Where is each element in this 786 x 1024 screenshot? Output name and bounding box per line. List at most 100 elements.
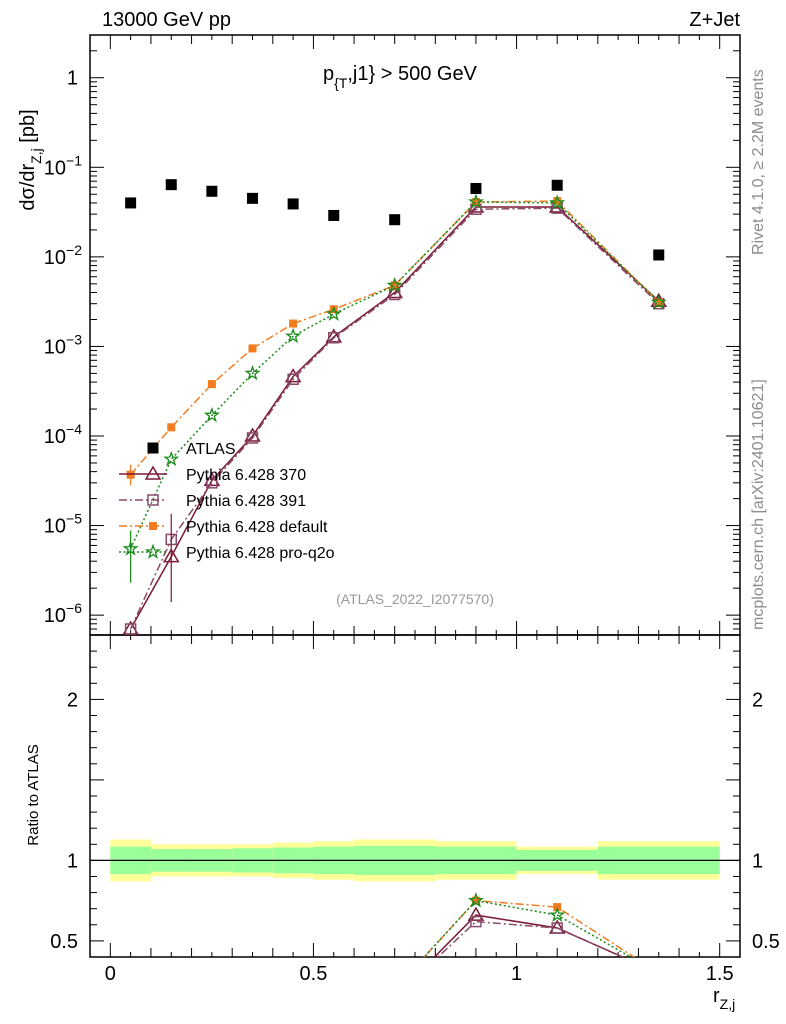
ratio-y-tick-label-right: 0.5 xyxy=(752,931,780,953)
legend-marker xyxy=(147,442,159,454)
data-point xyxy=(470,182,482,194)
ratio-series-1 xyxy=(433,906,625,957)
data-point xyxy=(551,179,563,191)
main-y-ticks: 1 10−1 10−2 10−3 10−4 10−5 10−6 xyxy=(44,34,740,636)
ratio-plot-frame xyxy=(89,634,741,958)
data-point xyxy=(248,344,257,353)
legend-marker xyxy=(144,465,162,480)
ratio-point xyxy=(467,892,484,908)
data-point xyxy=(165,179,177,191)
data-point xyxy=(549,194,566,210)
main-y-tick-label: 10−3 xyxy=(44,331,82,358)
data-point xyxy=(325,328,343,343)
main-y-label: dσ/drZ,j [pb] xyxy=(17,109,44,210)
ratio-point xyxy=(470,915,482,928)
main-y-tick-label: 10−5 xyxy=(44,511,82,538)
data-point xyxy=(467,193,484,209)
main-series xyxy=(122,179,668,635)
x-label-sub: Z,j xyxy=(720,996,736,1012)
legend-marker xyxy=(149,522,157,530)
data-point xyxy=(388,288,401,301)
ratio-y-tick-label-right: 1 xyxy=(752,850,763,872)
cut-label: p{T,j1} > 500 GeV xyxy=(323,63,478,91)
data-point xyxy=(207,380,216,389)
ratio-point xyxy=(467,906,485,921)
legend-label: Pythia 6.428 default xyxy=(186,519,328,536)
data-point xyxy=(124,623,137,635)
data-point xyxy=(206,477,218,489)
data-point xyxy=(390,281,399,290)
ratio-line xyxy=(436,920,625,957)
data-point xyxy=(203,406,221,423)
main-y-label-suffix: [pb] xyxy=(17,109,39,148)
main-y-label-sub: Z,j xyxy=(28,148,44,164)
data-point xyxy=(553,197,562,206)
data-point xyxy=(246,432,259,444)
legend-item-1: Pythia 6.428 370 xyxy=(119,465,306,484)
legend-label: ATLAS xyxy=(186,441,236,458)
x-ticks: 0 0.5 1 1.5 xyxy=(89,35,741,985)
data-point xyxy=(289,319,298,328)
x-tick-label: 1 xyxy=(511,963,522,985)
cut-label-prefix: p xyxy=(323,63,334,85)
data-point xyxy=(244,364,261,381)
ratio-y-ticks: 2 2 1 1 0.5 0.5 xyxy=(50,634,780,958)
data-point xyxy=(389,214,401,226)
x-axis-label: rZ,j xyxy=(713,985,735,1012)
data-point xyxy=(386,276,403,293)
series-2 xyxy=(124,202,665,635)
ratio-point xyxy=(549,906,566,923)
ratio-series-3 xyxy=(423,896,636,957)
data-point xyxy=(125,197,137,209)
main-y-tick-label: 10−4 xyxy=(44,421,82,448)
analysis-id: (ATLAS_2022_I2077570) xyxy=(336,591,494,607)
x-label-main: r xyxy=(713,985,720,1007)
data-point xyxy=(328,332,340,344)
x-tick-label: 1.5 xyxy=(706,963,734,985)
data-point xyxy=(328,209,340,221)
main-y-tick-label: 10−1 xyxy=(44,152,82,179)
legend-label: Pythia 6.428 pro-q2o xyxy=(186,545,335,562)
series-line xyxy=(129,206,660,630)
series-4 xyxy=(122,193,667,556)
rivet-version-text: Rivet 4.1.0, ≥ 2.2M events xyxy=(750,69,767,255)
ratio-line xyxy=(423,899,633,957)
legend-item-4: Pythia 6.428 pro-q2o xyxy=(119,543,335,562)
legend-label: Pythia 6.428 391 xyxy=(186,493,306,510)
cut-label-suffix: ,j1} > 500 GeV xyxy=(347,63,477,85)
data-point xyxy=(650,293,667,310)
error-bars xyxy=(130,464,172,603)
series-0 xyxy=(125,179,665,261)
data-point xyxy=(653,249,665,261)
data-point xyxy=(287,198,299,210)
ratio-point xyxy=(471,896,480,905)
legend-item-0: ATLAS xyxy=(147,441,236,458)
mcplots-text: mcplots.cern.ch [arXiv:2401.10621] xyxy=(750,379,767,630)
legend-item-3: Pythia 6.428 default xyxy=(119,519,328,536)
ratio-y-label: Ratio to ATLAS xyxy=(25,744,42,845)
ratio-y-tick-label: 1 xyxy=(67,850,78,872)
data-point xyxy=(471,197,480,206)
ratio-point xyxy=(551,922,563,934)
ratio-series-2 xyxy=(436,915,625,957)
main-y-tick-label: 10−6 xyxy=(44,600,82,627)
main-y-tick-label: 10−2 xyxy=(44,242,82,269)
series-line xyxy=(129,207,660,630)
ratio-line xyxy=(433,914,625,957)
ratio-bands xyxy=(90,839,740,882)
data-point xyxy=(284,327,302,344)
main-y-label-prefix: dσ/dr xyxy=(17,164,39,211)
data-point xyxy=(247,192,258,204)
series-line xyxy=(130,200,660,476)
ratio-y-tick-label-right: 2 xyxy=(752,689,763,711)
right-title: Z+Jet xyxy=(689,9,740,31)
left-title: 13000 GeV pp xyxy=(102,9,231,31)
ratio-y-tick-label: 0.5 xyxy=(50,931,78,953)
legend-marker xyxy=(144,543,162,559)
ratio-y-tick-label: 2 xyxy=(67,689,78,711)
data-point xyxy=(325,305,342,321)
data-point xyxy=(206,185,218,197)
data-point xyxy=(244,427,261,442)
legend: ATLAS Pythia 6.428 370 Pythia 6.428 391 Pyt… xyxy=(119,441,335,562)
